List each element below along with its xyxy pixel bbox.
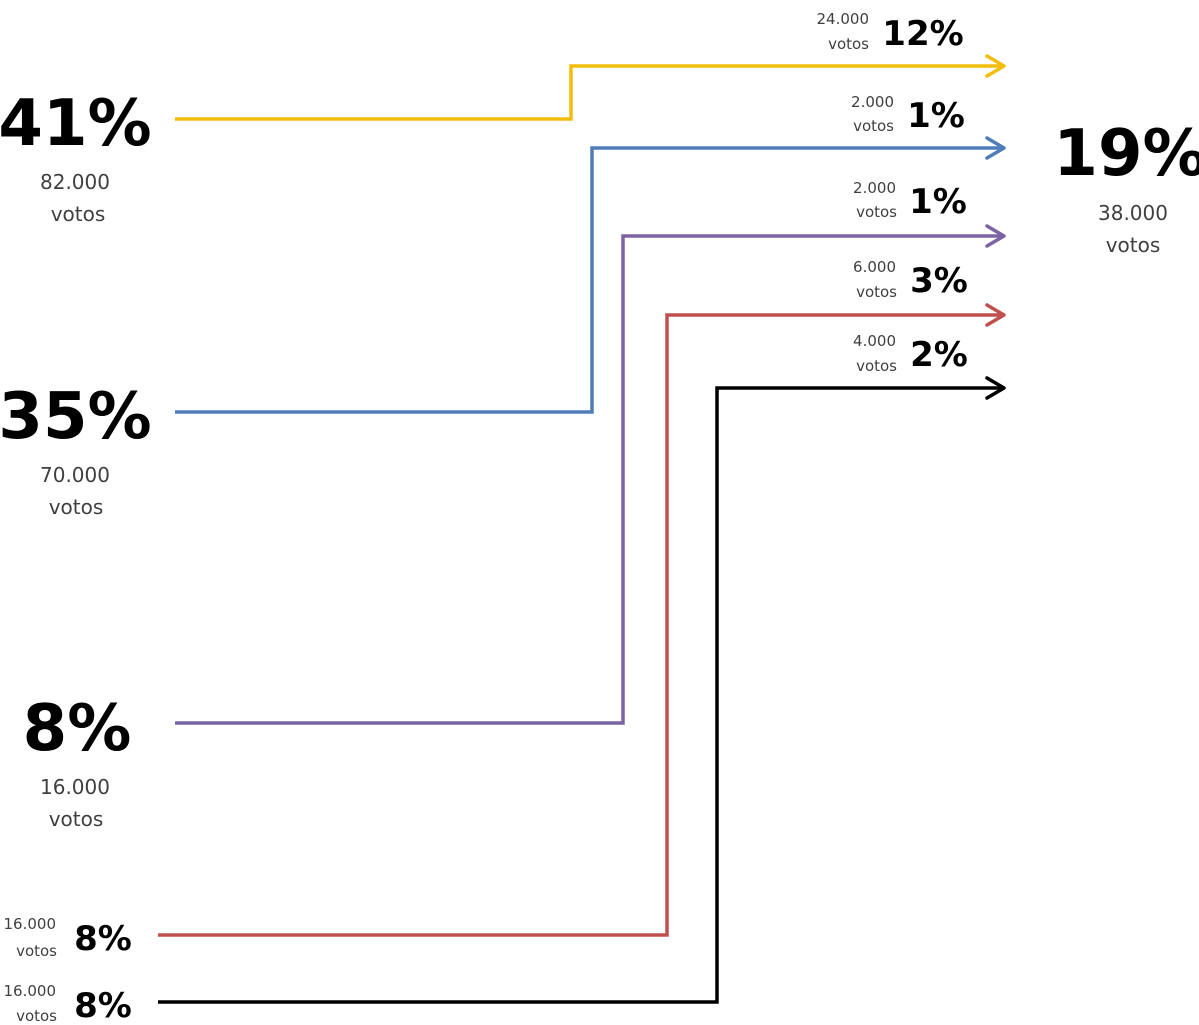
flow-votes-unit-4: votos (856, 283, 897, 301)
source-votes-value-4: 16.000 (4, 915, 57, 933)
flow-votes-unit-1: votos (828, 35, 869, 53)
target-votes-unit: votos (1106, 233, 1161, 257)
flow-line-purple (175, 234, 1003, 725)
source-percent-4: 8% (74, 919, 132, 959)
arrowhead-red (985, 303, 1006, 327)
target-percent: 19% (1053, 117, 1199, 191)
source-votes-value-1: 82.000 (40, 170, 110, 194)
flow-votes-unit-3: votos (856, 203, 897, 221)
source-votes-unit-4: votos (16, 942, 57, 960)
flow-votes-unit-2: votos (853, 117, 894, 135)
flow-line-black (158, 386, 1003, 1004)
source-percent-2: 35% (0, 380, 152, 454)
arrowhead-purple (985, 224, 1006, 248)
source-percent-1: 41% (0, 87, 152, 161)
target-votes-value: 38.000 (1098, 201, 1168, 225)
source-votes-unit-2: votos (49, 495, 104, 519)
flow-percent-1: 12% (882, 14, 963, 54)
flow-line-red (158, 313, 1003, 937)
flow-line-yellow (175, 64, 1003, 121)
source-percent-3: 8% (23, 692, 132, 766)
source-votes-unit-5: votos (16, 1007, 57, 1025)
source-votes-unit-1: votos (51, 202, 106, 226)
flow-votes-value-4: 6.000 (853, 258, 896, 276)
source-votes-value-2: 70.000 (40, 463, 110, 487)
flow-percent-5: 2% (910, 335, 968, 375)
arrowhead-yellow (985, 54, 1006, 78)
flow-votes-value-3: 2.000 (853, 179, 896, 197)
flow-votes-value-5: 4.000 (853, 332, 896, 350)
source-votes-unit-3: votos (49, 807, 104, 831)
flow-percent-3: 1% (909, 182, 967, 222)
flow-votes-value-2: 2.000 (851, 93, 894, 111)
source-votes-value-3: 16.000 (40, 775, 110, 799)
flow-line-blue (175, 146, 1003, 414)
flow-percent-2: 1% (907, 96, 965, 136)
flow-votes-unit-5: votos (856, 357, 897, 375)
arrowhead-black (985, 376, 1006, 400)
arrowhead-blue (985, 136, 1006, 160)
source-percent-5: 8% (74, 986, 132, 1025)
source-votes-value-5: 16.000 (4, 982, 57, 1000)
flow-percent-4: 3% (910, 261, 968, 301)
flow-votes-value-1: 24.000 (817, 10, 870, 28)
